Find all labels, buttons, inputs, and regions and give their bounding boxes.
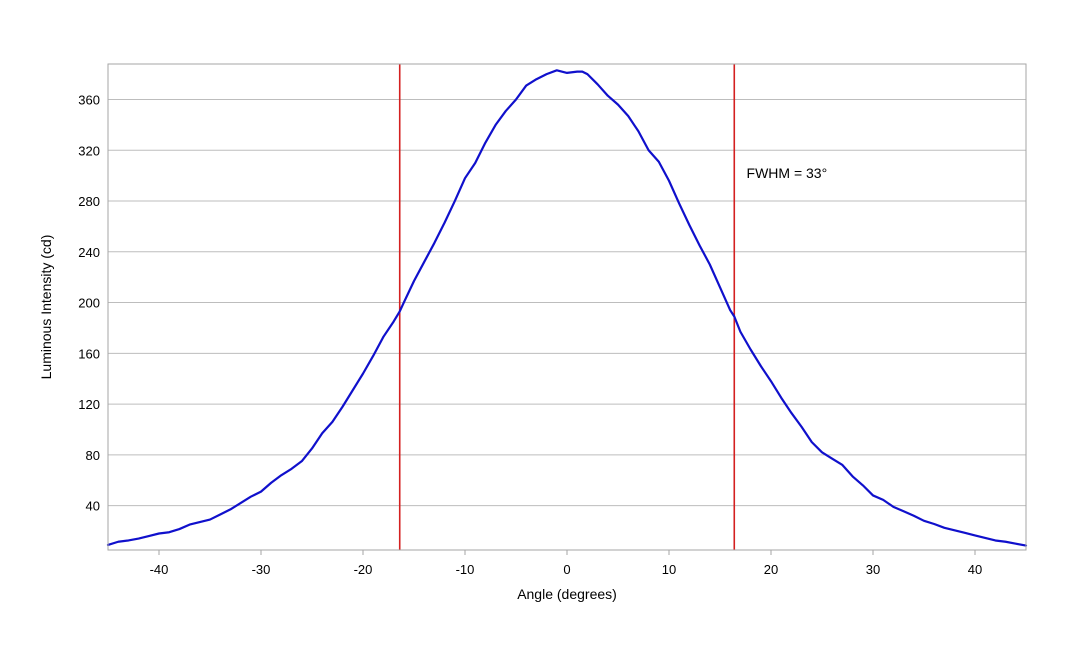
x-tick-label: -20 [354,562,373,577]
x-axis-label: Angle (degrees) [517,586,617,602]
x-tick-label: 20 [764,562,778,577]
y-tick-label: 160 [78,346,100,361]
plot-frame [107,63,1027,551]
y-tick-label: 240 [78,245,100,260]
series-layer [106,69,1028,547]
y-tick-label: 120 [78,397,100,412]
tick-labels: 40 80 120 160 200 240 280 320 360 -40 -30 -20 -10 0 10… [78,93,982,577]
x-tick-label: -10 [456,562,475,577]
x-tick-label: 40 [968,562,982,577]
x-tick-label: 10 [662,562,676,577]
y-tick-label: 40 [86,499,100,514]
x-tick-label: 0 [563,562,570,577]
fwhm-markers [398,64,736,550]
y-tick-label: 320 [78,143,100,158]
y-tick-label: 280 [78,194,100,209]
fwhm-annotation: FWHM = 33° [747,165,828,181]
intensity-series-line [106,69,1028,547]
x-tick-label: -30 [252,562,271,577]
y-axis-label: Luminous Intensity (cd) [38,235,54,380]
x-tick-label: -40 [150,562,169,577]
annotations: FWHM = 33° [747,165,828,181]
y-tick-label: 200 [78,296,100,311]
x-tick-label: 30 [866,562,880,577]
grid-lines [108,99,1026,507]
y-tick-label: 360 [78,93,100,108]
y-tick-label: 80 [86,448,100,463]
